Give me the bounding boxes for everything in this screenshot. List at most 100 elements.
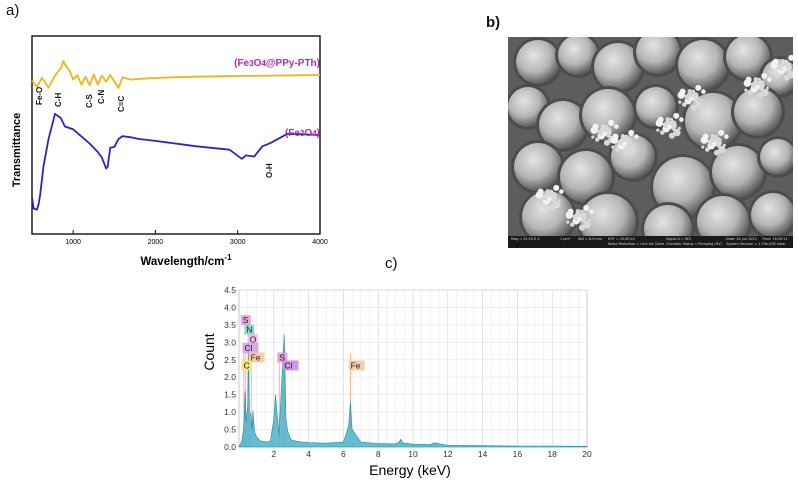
sem-flake: [673, 112, 680, 119]
sem-flake: [628, 145, 636, 154]
sem-flake: [549, 189, 554, 193]
sem-info-mag: Mag = 25.00 K X: [511, 237, 540, 241]
sem-flake: [553, 200, 561, 209]
ftir-annotation-fe-o: Fe-O: [35, 87, 44, 105]
ftir-annotation-o-h: O-H: [265, 163, 274, 178]
sem-particle-sphere: [539, 101, 587, 149]
sem-flake: [718, 129, 725, 136]
sem-flake: [602, 131, 607, 137]
sem-flake: [757, 77, 762, 81]
sem-flake: [788, 54, 793, 61]
sem-flake: [669, 117, 674, 121]
sem-particle-sphere: [522, 191, 574, 243]
sem-flake: [788, 70, 793, 79]
ftir-xlabel: Wavelength/cm-1: [140, 253, 232, 268]
sem-flake: [656, 128, 660, 132]
sem-flake: [701, 145, 705, 149]
sem-flake: [691, 89, 696, 93]
sem-flake: [667, 124, 672, 130]
sem-scale-bar: 1 µm*: [560, 237, 571, 241]
sem-flake: [620, 134, 626, 139]
sem-particle-sphere: [580, 194, 636, 248]
sem-flake: [687, 89, 693, 94]
ftir-annotation-c-s: C-S: [85, 94, 94, 108]
sem-flake: [577, 216, 582, 222]
sem-flake: [718, 145, 726, 154]
sem-flake: [579, 209, 584, 213]
ftir-x-tick-label: 4000: [312, 239, 328, 246]
sem-particle-sphere: [751, 193, 793, 237]
sem-particle-sphere: [760, 139, 793, 175]
sem-info-vacuum: System Vacuum = 1.53e-005 mbar: [726, 242, 786, 246]
sem-flake: [756, 92, 763, 99]
sem-flake: [761, 88, 769, 97]
sem-flake: [765, 86, 769, 90]
sem-particle-sphere: [697, 196, 749, 248]
sem-flake: [665, 117, 671, 122]
sem-flake: [668, 132, 675, 139]
sem-flake: [610, 136, 618, 144]
sem-flake: [570, 222, 575, 227]
sem-flake: [722, 143, 726, 147]
sem-flake: [536, 200, 540, 204]
sem-flake: [748, 90, 753, 95]
sem-flake: [782, 66, 787, 72]
sem-flake: [608, 119, 615, 126]
sem-flake: [677, 91, 685, 99]
sem-info-time: Time: 18:39:21: [762, 237, 788, 241]
sem-flake: [553, 184, 560, 191]
sem-flake: [575, 209, 581, 214]
ftir-series-fe3o4: [31, 112, 321, 211]
sem-flake: [615, 147, 620, 152]
sem-flake: [701, 89, 706, 94]
sem-flake: [682, 102, 687, 107]
sem-particle-sphere: [560, 151, 612, 203]
sem-flake: [783, 74, 790, 81]
sem-flake: [632, 143, 636, 147]
sem-flake: [724, 134, 729, 139]
sem-info-wd: WD = 8.0 mm: [578, 237, 603, 241]
ftir-ylabel: Transmittance: [11, 113, 23, 188]
sem-flake: [690, 104, 697, 111]
sem-flake: [655, 119, 663, 127]
ftir-xlabel-main: Wavelength/cm: [140, 256, 224, 268]
sem-flake: [591, 135, 595, 139]
sem-flake: [583, 220, 591, 229]
sem-flake: [660, 130, 665, 135]
sem-flake: [712, 141, 717, 147]
sem-flake: [600, 124, 606, 129]
sem-micrograph: Mag = 25.00 K X 1 µm* WD = 8.0 mm EHT = …: [508, 37, 793, 248]
sem-flake: [767, 77, 772, 82]
sem-particle-sphere: [678, 40, 728, 90]
ftir-series-label-fe3o4: (Fe3O4): [285, 128, 320, 139]
sem-flake: [611, 145, 615, 149]
sem-info-bar: Mag = 25.00 K X 1 µm* WD = 8.0 mm EHT = …: [508, 236, 793, 248]
sem-flake: [595, 137, 600, 142]
sem-flake: [677, 126, 681, 130]
sem-info-date: Date: 24 Jun 2022: [726, 237, 757, 241]
sem-flake: [753, 77, 759, 82]
sem-flake: [678, 100, 682, 104]
sem-flake: [771, 70, 775, 74]
sem-particle-sphere: [514, 143, 562, 191]
sem-flake: [761, 72, 768, 79]
sem-flake: [559, 189, 564, 194]
sem-particle-sphere: [734, 88, 782, 136]
sem-flake: [714, 134, 719, 138]
sem-flake: [673, 128, 681, 137]
sem-flake: [622, 141, 627, 147]
sem-flake: [545, 189, 551, 194]
sem-flake: [624, 134, 629, 138]
sem-flake: [623, 149, 630, 156]
sem-particle-sphere: [516, 40, 560, 84]
sem-flake: [695, 84, 702, 91]
sem-flake: [784, 59, 789, 63]
sem-flake: [557, 198, 561, 202]
sem-particle-sphere: [636, 37, 680, 74]
sem-info-eht: EHT = 15.00 kV: [608, 237, 635, 241]
sem-flake: [547, 196, 552, 202]
sem-flake: [770, 61, 778, 69]
ftir-x-tick-label: 1000: [65, 239, 81, 246]
sem-flake: [587, 218, 591, 222]
